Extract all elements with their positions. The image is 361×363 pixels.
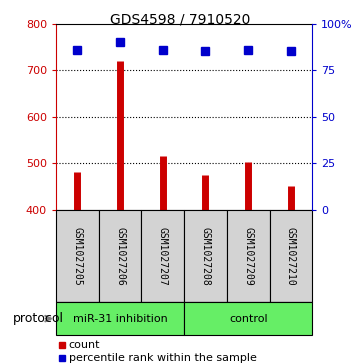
Text: miR-31 inhibition: miR-31 inhibition	[73, 314, 168, 324]
Text: count: count	[69, 340, 100, 350]
Text: GSM1027205: GSM1027205	[72, 227, 82, 285]
Text: GSM1027209: GSM1027209	[243, 227, 253, 285]
Text: GSM1027210: GSM1027210	[286, 227, 296, 285]
Text: GDS4598 / 7910520: GDS4598 / 7910520	[110, 13, 251, 27]
Bar	[142, 209, 184, 302]
Text: GSM1027208: GSM1027208	[200, 227, 210, 285]
Bar	[270, 209, 312, 302]
Text: control: control	[229, 314, 268, 324]
Bar	[56, 209, 99, 302]
Bar	[184, 209, 227, 302]
Text: protocol: protocol	[13, 312, 64, 325]
Bar	[99, 209, 142, 302]
Text: percentile rank within the sample: percentile rank within the sample	[69, 353, 257, 363]
Text: GSM1027206: GSM1027206	[115, 227, 125, 285]
Bar	[184, 302, 312, 335]
Bar	[227, 209, 270, 302]
Text: GSM1027207: GSM1027207	[158, 227, 168, 285]
Bar	[56, 302, 184, 335]
